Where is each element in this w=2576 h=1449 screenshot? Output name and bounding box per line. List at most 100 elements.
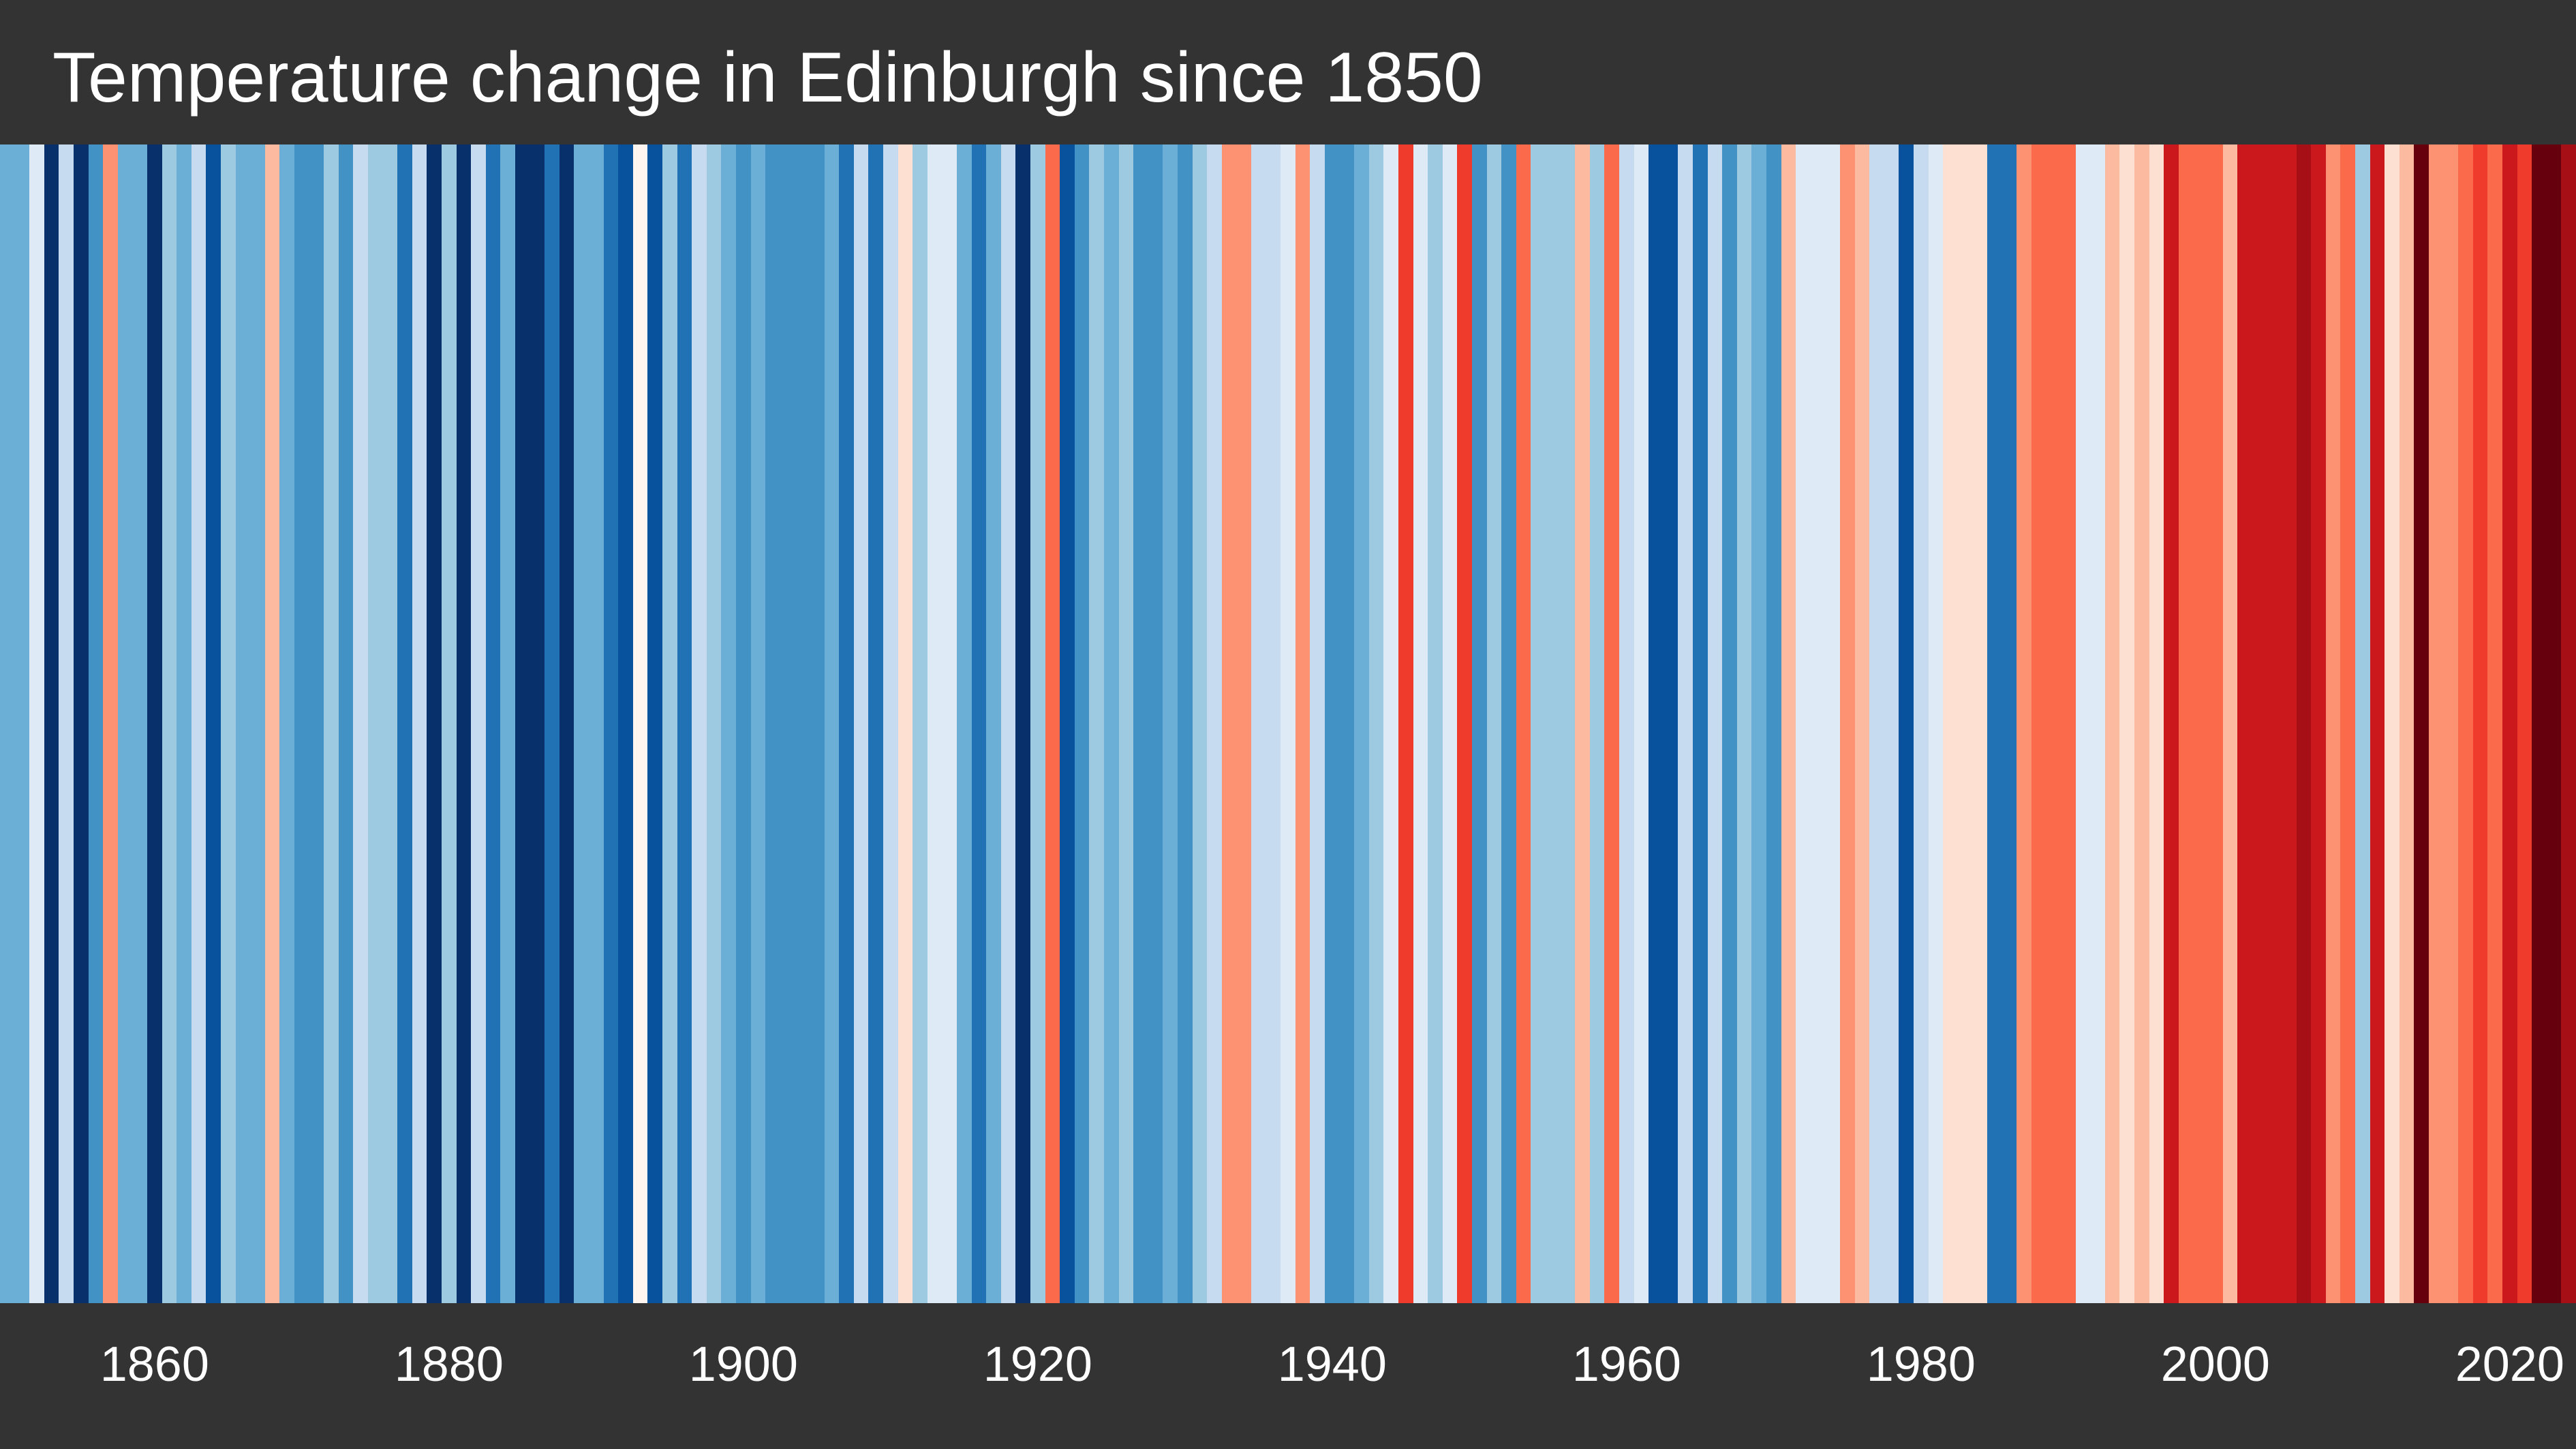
stripe-1976 [1855,144,1869,1303]
stripe-1933 [1222,144,1236,1303]
stripe-1856 [89,144,103,1303]
stripe-1882 [471,144,486,1303]
stripe-1960 [1619,144,1634,1303]
stripe-1898 [707,144,721,1303]
stripe-1930 [1178,144,1193,1303]
stripe-1889 [574,144,589,1303]
stripe-1938 [1295,144,1310,1303]
stripe-1899 [721,144,736,1303]
stripe-1977 [1869,144,1884,1303]
stripe-1993 [2105,144,2119,1303]
stripe-1955 [1546,144,1561,1303]
stripe-2008 [2326,144,2340,1303]
stripe-1999 [2193,144,2208,1303]
stripe-2017 [2458,144,2473,1303]
stripe-1998 [2179,144,2193,1303]
title-bar: Temperature change in Edinburgh since 18… [0,0,2576,144]
stripe-1953 [1516,144,1531,1303]
x-axis: 1860 1880 1900 1920 1940 1960 1980 2000 … [0,1303,2576,1449]
stripe-1888 [559,144,574,1303]
stripe-1968 [1737,144,1751,1303]
stripe-1981 [1929,144,1943,1303]
stripe-2018 [2473,144,2487,1303]
stripe-1886 [530,144,545,1303]
stripe-1952 [1501,144,1516,1303]
stripe-2024 [2561,144,2576,1303]
stripe-1887 [545,144,559,1303]
stripe-1979 [1899,144,1914,1303]
stripe-1969 [1751,144,1766,1303]
stripe-1867 [250,144,265,1303]
stripe-1853 [44,144,59,1303]
stripe-1910 [883,144,898,1303]
stripe-1893 [633,144,647,1303]
stripe-1896 [677,144,692,1303]
stripe-2000 [2208,144,2223,1303]
stripe-1874 [353,144,368,1303]
stripe-1894 [647,144,662,1303]
stripe-1907 [839,144,854,1303]
stripe-1920 [1030,144,1045,1303]
stripe-1904 [795,144,810,1303]
stripe-1868 [265,144,279,1303]
stripe-2001 [2223,144,2237,1303]
stripe-1903 [780,144,795,1303]
stripe-2009 [2340,144,2355,1303]
stripe-1895 [662,144,677,1303]
stripe-1884 [500,144,515,1303]
stripe-1890 [589,144,604,1303]
stripe-1939 [1310,144,1325,1303]
stripe-1950 [1472,144,1487,1303]
stripe-1957 [1575,144,1590,1303]
stripe-1963 [1663,144,1678,1303]
stripe-1850 [0,144,15,1303]
stripe-1914 [942,144,957,1303]
x-tick-label: 1880 [394,1337,504,1392]
stripe-1964 [1678,144,1693,1303]
stripe-1949 [1457,144,1472,1303]
stripe-1883 [486,144,500,1303]
stripe-1876 [383,144,397,1303]
stripe-1995 [2134,144,2149,1303]
stripe-1857 [103,144,118,1303]
stripe-1913 [927,144,942,1303]
stripe-1908 [854,144,868,1303]
stripe-2023 [2547,144,2561,1303]
stripe-1911 [898,144,913,1303]
stripe-1975 [1840,144,1855,1303]
stripes-plot-area [0,144,2576,1303]
stripe-1892 [618,144,633,1303]
stripe-2015 [2429,144,2444,1303]
stripe-1982 [1943,144,1958,1303]
stripe-1996 [2149,144,2164,1303]
stripe-1852 [29,144,44,1303]
stripe-1879 [427,144,442,1303]
x-tick-label: 1960 [1571,1337,1681,1392]
stripe-1880 [442,144,457,1303]
x-tick-label: 1980 [1866,1337,1976,1392]
stripe-2002 [2237,144,2252,1303]
stripe-1945 [1398,144,1413,1303]
stripe-1900 [736,144,751,1303]
stripe-1866 [236,144,250,1303]
stripe-1941 [1340,144,1354,1303]
stripe-1931 [1193,144,1207,1303]
stripe-1992 [2090,144,2105,1303]
stripe-1929 [1163,144,1178,1303]
stripe-1942 [1354,144,1369,1303]
stripe-1854 [59,144,74,1303]
stripe-1959 [1604,144,1619,1303]
x-tick-label: 2020 [2455,1337,2564,1392]
stripe-1948 [1443,144,1457,1303]
stripe-1935 [1251,144,1266,1303]
stripe-1875 [368,144,383,1303]
stripe-1988 [2031,144,2046,1303]
stripe-1861 [162,144,177,1303]
stripe-1984 [1972,144,1987,1303]
stripe-1940 [1325,144,1340,1303]
stripe-1997 [2164,144,2179,1303]
stripe-2003 [2252,144,2267,1303]
stripe-1990 [2061,144,2076,1303]
stripe-1986 [2002,144,2017,1303]
